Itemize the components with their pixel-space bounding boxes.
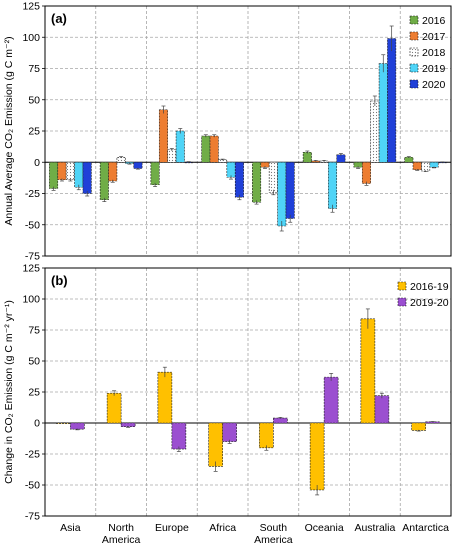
bar-2016-19-antarctica <box>411 422 426 431</box>
x-tick-label: Africa <box>209 522 236 534</box>
legend-label-2019: 2019 <box>422 63 446 75</box>
bar-2016-19-africa <box>208 422 223 467</box>
bar-2016-africa <box>201 135 211 163</box>
y-tick-label: 125 <box>22 263 40 275</box>
bar-2017-europe <box>158 109 168 163</box>
y-tick-label: 75 <box>28 325 40 337</box>
bar-2019-australia <box>378 63 388 163</box>
chart-panel-1: -75 -50 -25 0 25 50 75 100 125 (a) Annual Average … <box>3 1 452 263</box>
bar-2019-20-south-america <box>273 417 288 424</box>
x-tick-label: Australia <box>354 522 395 534</box>
y-tick-label: 0 <box>34 418 40 430</box>
bar-2016-19-oceania <box>309 422 325 491</box>
bar-2019-antarctica <box>429 161 439 168</box>
panel-label: (b) <box>51 273 68 288</box>
bar-2017-north-america <box>108 161 118 182</box>
x-tick-label: North America <box>102 522 141 546</box>
chart-panel-2: -75 -50 -25 0 25 50 75 100 125 (b) Change in CO₂ E… <box>3 263 452 546</box>
y-tick-label: 50 <box>28 94 40 106</box>
bar-2018-antarctica <box>421 161 431 172</box>
legend-swatch-2016 <box>409 15 419 25</box>
bar-2019-20-oceania <box>323 376 339 424</box>
y-tick-label: 25 <box>28 126 40 138</box>
bar-2016-north-america <box>99 161 109 201</box>
x-tick-label: Europe <box>155 522 189 534</box>
y-tick-label: 100 <box>22 32 40 44</box>
plot-frame <box>44 5 452 257</box>
bar-2017-africa <box>209 135 219 163</box>
legend-label-2018: 2018 <box>422 47 446 59</box>
y-tick-label: 50 <box>28 356 40 368</box>
bar-2018-europe <box>167 149 177 163</box>
plot-frame <box>44 267 452 517</box>
legend-label-2019-20: 2019-20 <box>410 297 449 309</box>
bar-2016-asia <box>49 161 59 189</box>
bar-2018-australia <box>370 100 380 163</box>
y-tick-label: -75 <box>25 511 40 523</box>
bar-2019-20-australia <box>374 395 390 424</box>
bar-2020-south-america <box>285 161 295 219</box>
legend-swatch-2019 <box>409 63 419 73</box>
legend-label-2016-19: 2016-19 <box>410 281 449 293</box>
bar-2016-19-europe <box>157 371 173 424</box>
bar-2016-19-australia <box>360 318 376 424</box>
bar-2020-africa <box>234 161 244 198</box>
bar-2019-africa <box>226 161 236 178</box>
bar-2016-europe <box>150 161 160 186</box>
legend-swatch-2020 <box>409 79 419 89</box>
bar-2018-north-america <box>116 156 126 163</box>
panel-label: (a) <box>51 11 67 26</box>
bar-2019-20-europe <box>171 422 187 450</box>
bar-2020-asia <box>82 161 92 194</box>
bar-2017-australia <box>361 161 371 184</box>
bar-2019-oceania <box>328 161 338 209</box>
bar-2020-north-america <box>133 161 143 169</box>
y-tick-label: -25 <box>25 449 40 461</box>
x-tick-label: South America <box>254 522 293 546</box>
legend-swatch-2019-20 <box>397 297 407 307</box>
y-tick-label: 100 <box>22 294 40 306</box>
x-tick-label: Antarctica <box>402 522 449 534</box>
legend-swatch-2016-19 <box>397 281 407 291</box>
y-tick-label: 125 <box>22 1 40 13</box>
legend-swatch-2018 <box>409 47 419 57</box>
bar-2019-europe <box>175 130 185 163</box>
bar-2020-australia <box>387 38 397 163</box>
legend-label-2016: 2016 <box>422 15 446 27</box>
bar-2017-antarctica <box>412 161 422 171</box>
bar-2019-asia <box>74 161 84 188</box>
bar-2017-asia <box>57 161 67 181</box>
y-axis-label: Annual Average CO₂ Emission (g C m⁻²) <box>3 36 15 225</box>
legend-label-2020: 2020 <box>422 79 446 91</box>
bar-2016-oceania <box>302 151 312 163</box>
x-tick-label: Asia <box>60 522 81 534</box>
y-tick-label: -50 <box>25 480 40 492</box>
y-tick-label: 75 <box>28 63 40 75</box>
bar-2019-south-america <box>277 161 287 227</box>
bar-2018-asia <box>65 161 75 181</box>
bar-2019-20-asia <box>70 422 85 430</box>
y-tick-label: 25 <box>28 387 40 399</box>
bar-2016-south-america <box>252 161 262 203</box>
x-tick-label: Oceania <box>305 522 344 534</box>
bar-2019-20-africa <box>222 422 237 442</box>
bar-2016-19-south-america <box>259 422 274 449</box>
bar-2016-antarctica <box>404 156 414 163</box>
legend-label-2017: 2017 <box>422 31 446 43</box>
legend-swatch-2017 <box>409 31 419 41</box>
bar-2016-19-north-america <box>106 392 122 424</box>
y-tick-label: -50 <box>25 219 40 231</box>
y-tick-label: -25 <box>25 188 40 200</box>
y-tick-label: 0 <box>34 157 40 169</box>
y-tick-label: -75 <box>25 251 40 263</box>
y-axis-label: Change in CO₂ Emission (g C m⁻² yr⁻¹) <box>3 300 15 484</box>
bar-2018-south-america <box>268 161 278 193</box>
